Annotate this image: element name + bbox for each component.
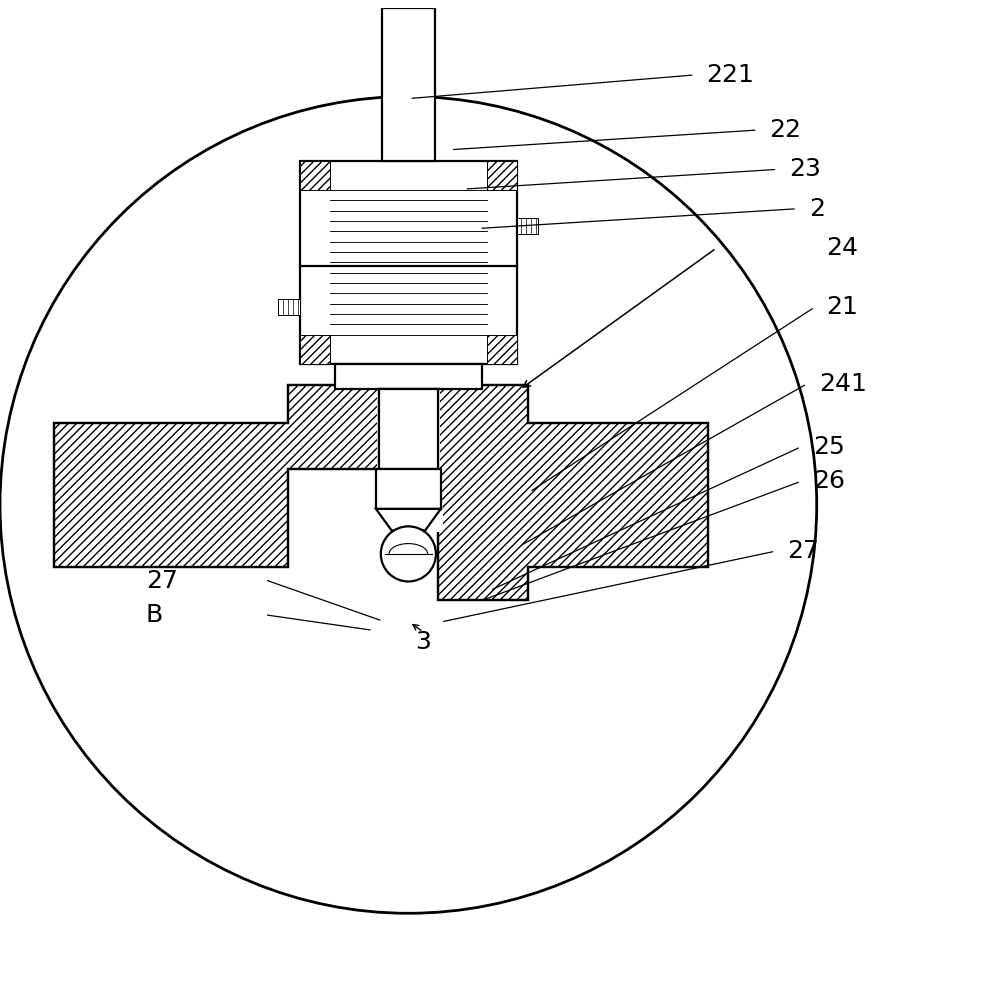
Text: 22: 22 bbox=[769, 118, 802, 142]
Bar bbox=[487, 161, 517, 190]
Bar bbox=[377, 388, 440, 470]
Bar bbox=[300, 161, 517, 364]
Bar bbox=[300, 335, 330, 364]
Text: 27: 27 bbox=[787, 539, 819, 563]
Bar bbox=[278, 299, 300, 315]
Bar bbox=[300, 335, 330, 364]
Circle shape bbox=[381, 526, 436, 581]
Bar bbox=[487, 335, 517, 364]
Bar bbox=[376, 469, 441, 509]
Polygon shape bbox=[54, 385, 379, 567]
Text: 241: 241 bbox=[819, 372, 867, 396]
Polygon shape bbox=[438, 385, 708, 600]
Text: 2: 2 bbox=[809, 197, 825, 221]
Bar bbox=[487, 335, 517, 364]
Bar bbox=[335, 364, 482, 389]
Bar bbox=[300, 161, 330, 190]
Bar bbox=[379, 389, 438, 469]
Bar bbox=[374, 507, 443, 532]
Text: 23: 23 bbox=[789, 157, 821, 181]
Bar bbox=[382, 8, 435, 161]
Polygon shape bbox=[376, 509, 441, 531]
Text: B: B bbox=[146, 603, 163, 627]
Bar bbox=[517, 218, 538, 234]
Bar bbox=[300, 161, 330, 190]
Bar bbox=[379, 389, 438, 469]
Bar bbox=[487, 161, 517, 190]
Text: 24: 24 bbox=[827, 236, 859, 260]
Text: 21: 21 bbox=[827, 295, 858, 319]
Text: 27: 27 bbox=[146, 569, 177, 593]
Text: 221: 221 bbox=[707, 63, 755, 87]
Text: 3: 3 bbox=[415, 630, 431, 654]
Text: 25: 25 bbox=[813, 435, 844, 459]
Text: 26: 26 bbox=[813, 469, 845, 493]
